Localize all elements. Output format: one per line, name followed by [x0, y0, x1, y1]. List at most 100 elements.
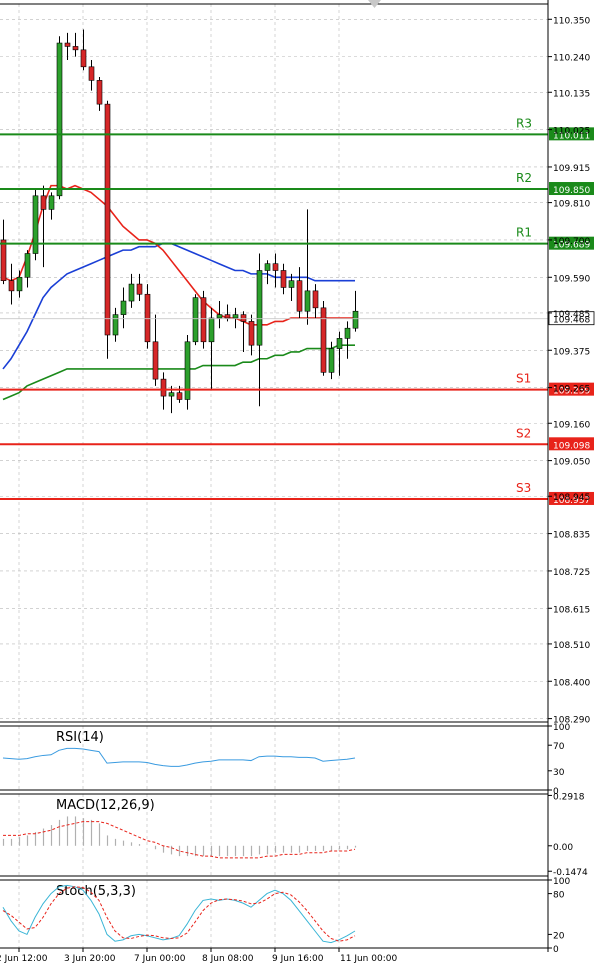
candle-bull — [112, 314, 119, 336]
panel-tick-label: 20 — [553, 931, 565, 941]
candle-bear — [160, 378, 167, 397]
candle-bear — [272, 263, 279, 271]
scroll-marker-icon — [368, 0, 381, 8]
panel-tick-label: 0.2918 — [553, 792, 585, 802]
candle-bull — [288, 280, 295, 288]
candle-bear — [312, 290, 319, 309]
candle-bear — [200, 297, 207, 343]
candle-bull — [328, 348, 335, 373]
candle-bull — [184, 341, 191, 400]
candle-bull — [32, 195, 39, 254]
price-tick-label: 108.835 — [553, 531, 590, 541]
candle-bull — [120, 300, 127, 315]
price-tick-label: 108.400 — [553, 678, 590, 688]
candle-bear — [248, 321, 255, 346]
candle-bull — [208, 317, 215, 343]
current-price-tag — [548, 311, 595, 326]
time-axis: 2 Jun 12:00 3 Jun 20:00 7 Jun 00:00 8 Jun 0… — [0, 948, 397, 964]
price-tick-label: 110.135 — [553, 89, 590, 99]
time-axis-label: 2 Jun 12:00 — [0, 954, 48, 964]
time-axis-label: 8 Jun 08:00 — [202, 954, 254, 964]
candle-bear — [96, 80, 103, 105]
candle-bull — [232, 314, 239, 319]
price-tick-label: 108.725 — [553, 568, 590, 578]
level-label-r1: R1 — [516, 226, 532, 240]
level-value-tag — [549, 127, 594, 141]
grid — [0, 4, 548, 948]
rsi-line — [2, 747, 356, 767]
candle-bear — [280, 270, 287, 288]
candle-bull — [168, 392, 175, 397]
panel-title: RSI(14) — [56, 730, 104, 745]
price-tick-label: 109.375 — [553, 347, 590, 357]
candle-bear — [88, 66, 95, 81]
price-tick-label: 109.590 — [553, 274, 590, 284]
time-axis-label: 3 Jun 20:00 — [64, 954, 116, 964]
level-value-label: 109.098 — [553, 441, 590, 451]
ma-long-line — [2, 344, 355, 401]
price-axis: 110.350 110.240 110.135 110.025 109.915 109.8… — [548, 16, 590, 726]
panel-tick-label: 70 — [553, 742, 565, 752]
level-value-label: 110.011 — [553, 131, 590, 141]
level-value-label: 108.937 — [553, 496, 590, 506]
candle-bear — [224, 314, 231, 319]
candle-bear — [296, 280, 303, 312]
price-tick-label: 109.810 — [553, 200, 590, 210]
price-tick-label: 110.350 — [553, 16, 590, 26]
candle-bear — [64, 42, 71, 47]
price-tick-label: 109.265 — [553, 385, 590, 395]
stoch-d-line — [2, 886, 356, 942]
level-label-s3: S3 — [516, 481, 531, 495]
price-tick-label: 110.240 — [553, 54, 590, 64]
ma-slow-line — [2, 242, 355, 370]
price-tick-label: 109.485 — [553, 310, 590, 320]
time-axis-label: 9 Jun 16:00 — [272, 954, 324, 964]
candle-bear — [8, 280, 15, 292]
candle-bear — [144, 293, 151, 343]
pivot-levels: R3 110.011 R2 109.850 R1 109.689 S1 109.259 S2 10… — [0, 116, 595, 506]
level-value-tag — [549, 182, 594, 196]
panel-tick-label: 0 — [553, 945, 559, 955]
macd-signal-line — [3, 821, 356, 859]
candle-bull — [336, 338, 343, 349]
price-tick-label: 109.050 — [553, 458, 590, 468]
panel-tick-label: 30 — [553, 768, 565, 778]
price-tick-label: 108.945 — [553, 493, 590, 503]
panel-tick-label: 100 — [553, 877, 570, 887]
candle-bull — [352, 310, 359, 329]
chart-frame — [0, 0, 549, 952]
candle-bear — [0, 239, 7, 281]
candle-bull — [16, 276, 23, 292]
level-value-label: 109.259 — [553, 387, 590, 397]
candlestick-series — [0, 29, 359, 414]
candle-bear — [72, 46, 79, 51]
level-value-tag — [549, 437, 594, 451]
level-label-s1: S1 — [516, 372, 531, 386]
candle-bear — [152, 341, 159, 380]
time-axis-label: 7 Jun 00:00 — [134, 954, 186, 964]
panel-title: MACD(12,26,9) — [56, 798, 155, 813]
candle-bear — [320, 307, 327, 373]
panel-tick-label: 0 — [553, 787, 559, 797]
time-axis-label: 11 Jun 00:00 — [340, 954, 397, 964]
level-label-s2: S2 — [516, 426, 531, 440]
current-price-label: 109.468 — [553, 316, 590, 326]
level-value-tag — [549, 236, 594, 250]
candle-bull — [48, 195, 55, 210]
panel-tick-label: 80 — [553, 891, 565, 901]
candle-bear — [40, 195, 47, 210]
price-tick-label: 110.025 — [553, 127, 590, 137]
panel-tick-label: -0.1474 — [553, 868, 588, 878]
candle-bear — [136, 283, 143, 295]
level-label-r2: R2 — [516, 171, 532, 185]
candle-bull — [256, 270, 263, 346]
price-tick-label: 109.915 — [553, 164, 590, 174]
candle-bull — [264, 263, 271, 271]
candle-bull — [128, 283, 135, 302]
stoch-k-line — [2, 884, 356, 944]
candle-bull — [304, 290, 311, 312]
price-tick-label: 108.510 — [553, 641, 590, 651]
candle-bull — [24, 253, 31, 278]
price-tick-label: 108.290 — [553, 716, 590, 726]
